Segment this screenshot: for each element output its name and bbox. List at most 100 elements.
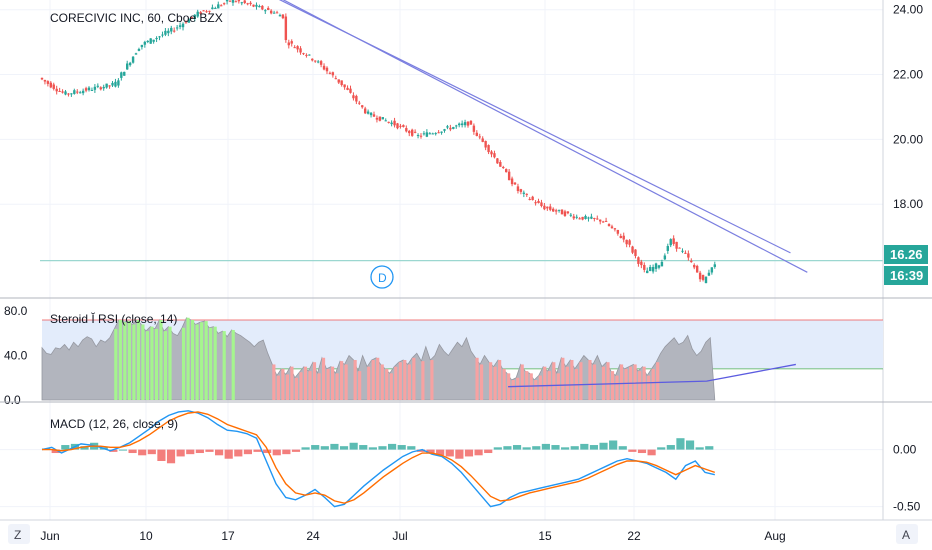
rsi-oversold-bar (565, 366, 569, 400)
auto-scale-button[interactable] (896, 524, 918, 544)
candle-body (666, 246, 669, 251)
candle-body (446, 126, 449, 128)
macd-histogram-bar (436, 449, 445, 456)
candle-body (363, 108, 367, 114)
candle-body (358, 102, 361, 104)
rsi-overbought-bar (145, 331, 150, 400)
dividend-marker[interactable] (370, 265, 394, 289)
macd-histogram-bar (378, 446, 387, 450)
candle-body (299, 48, 302, 53)
candle-body (552, 208, 555, 212)
candle-body (334, 78, 337, 80)
trend-channel-line (278, 0, 791, 254)
macd-histogram-bar (647, 449, 656, 456)
rsi-oversold-bar (312, 362, 317, 400)
candle-body (663, 255, 667, 260)
candle-body (643, 264, 646, 270)
candle-body (410, 129, 414, 136)
macd-histogram-bar (445, 449, 454, 457)
candle-body (167, 30, 170, 34)
candle-body (701, 274, 705, 280)
candle-body (61, 91, 64, 93)
candle-body (422, 133, 426, 135)
candle-body (128, 62, 132, 66)
macd-histogram-bar (282, 449, 291, 455)
rsi-oversold-bar (344, 364, 348, 400)
candle-body (455, 125, 458, 127)
candle-body (707, 272, 711, 276)
candle-body (287, 42, 290, 46)
macd-histogram-bar (349, 442, 358, 450)
candle-body (481, 138, 484, 142)
candle-body (590, 216, 593, 219)
candle-body (231, 0, 235, 3)
rsi-oversold-bar (412, 357, 416, 400)
macd-histogram-bar (138, 449, 147, 456)
macd-tick-label: 0.00 (893, 443, 917, 457)
candle-body (258, 6, 261, 8)
price-pane[interactable] (40, 0, 883, 284)
candle-body (40, 77, 44, 80)
rsi-overbought-bar (127, 321, 131, 400)
candle-body (284, 16, 288, 41)
rsi-oversold-bar (308, 371, 312, 400)
candle-body (328, 72, 332, 74)
candle-body (390, 122, 393, 125)
candle-body (170, 27, 173, 32)
time-tick-label: 17 (221, 529, 235, 543)
rsi-oversold-bar (326, 368, 330, 400)
macd-histogram-bar (426, 449, 435, 454)
candle-body (695, 265, 699, 273)
time-tick-label: 10 (139, 529, 153, 543)
time-axis[interactable]: Jun 10 17 24 Jul 15 22 Aug (40, 529, 785, 543)
candle-body (540, 202, 543, 207)
timezone-button[interactable] (8, 524, 30, 544)
macd-histogram-bar (301, 447, 310, 450)
candle-body (434, 133, 437, 135)
candle-body (531, 196, 534, 201)
candle-body (687, 253, 690, 258)
macd-histogram-bar (253, 449, 262, 452)
candle-body (314, 60, 317, 62)
rsi-oversold-bar (610, 371, 615, 400)
candle-body (375, 117, 379, 120)
rsi-oversold-bar (276, 375, 280, 400)
rsi-oversold-bar (606, 362, 610, 400)
candle-body (646, 270, 649, 274)
rsi-pane[interactable] (41, 317, 883, 401)
rsi-overbought-bar (168, 326, 172, 400)
candle-body (220, 5, 223, 7)
price-axis[interactable]: 24.00 22.00 20.00 18.00 (893, 3, 923, 212)
macd-histogram-bar (388, 443, 397, 450)
candle-body (84, 88, 88, 91)
macd-histogram-bar (407, 446, 416, 450)
candle-body (463, 122, 467, 126)
rsi-oversold-bar (579, 362, 583, 400)
candle-body (120, 72, 123, 78)
candle-body (175, 27, 179, 29)
rsi-oversold-bar (556, 373, 560, 400)
macd-histogram-bar (320, 446, 329, 450)
candle-body (566, 211, 570, 214)
candle-body (543, 205, 546, 210)
macd-tick-label: -0.50 (893, 500, 921, 514)
macd-histogram-bar (685, 440, 695, 450)
candle-body (64, 91, 67, 95)
macd-histogram-bar (205, 449, 214, 452)
rsi-oversold-bar (624, 368, 628, 400)
candle-body (308, 54, 311, 56)
macd-pane[interactable] (41, 410, 716, 508)
rsi-oversold-bar (299, 372, 303, 400)
candle-body (93, 86, 97, 90)
rsi-oversold-bar (335, 373, 339, 400)
candle-body (534, 202, 537, 204)
macd-line (41, 410, 715, 508)
time-tick-label: 15 (538, 529, 552, 543)
macd-histogram-bar (397, 445, 406, 450)
rsi-oversold-bar (588, 360, 592, 400)
macd-histogram-bar (551, 445, 560, 450)
candle-body (669, 239, 672, 246)
macd-histogram-bar (272, 449, 281, 456)
candle-body (252, 4, 255, 7)
candle-body (261, 5, 264, 10)
